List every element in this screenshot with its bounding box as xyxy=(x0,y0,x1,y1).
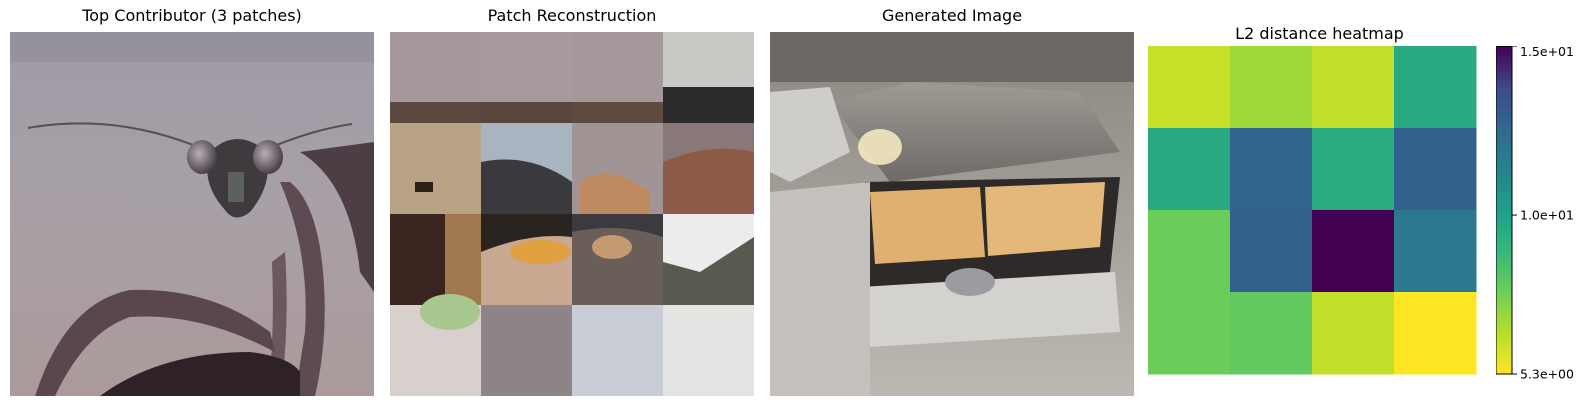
heatmap-cell-2-3 xyxy=(1394,210,1477,293)
heatmap-chart xyxy=(1148,46,1477,375)
heatmap-cell-1-3 xyxy=(1394,128,1477,211)
generated-image-title: Generated Image xyxy=(881,6,1023,25)
top-contributor-image xyxy=(10,32,374,396)
heatmap-cell-1-0 xyxy=(1148,128,1231,211)
heatmap-title: L2 distance heatmap xyxy=(1235,24,1404,43)
heatmap-cell-0-0 xyxy=(1148,46,1231,129)
mantis-photo xyxy=(10,32,374,396)
patch-reconstruction-image xyxy=(390,32,754,396)
heatmap-cell-2-0 xyxy=(1148,210,1231,293)
patch-mosaic xyxy=(390,32,754,396)
generated-image xyxy=(770,32,1134,396)
colorbar-tick-label: 1.0e+01 xyxy=(1520,208,1574,223)
top-contributor-title: Top Contributor (3 patches) xyxy=(82,6,302,25)
heatmap-cell-3-2 xyxy=(1312,292,1395,375)
heatmap-cell-2-2 xyxy=(1312,210,1395,293)
waffle-maker-photo xyxy=(770,32,1134,396)
heatmap-cell-0-3 xyxy=(1394,46,1477,129)
heatmap-cell-1-2 xyxy=(1312,128,1395,211)
colorbar: 1.5e+01 1.0e+01 5.3e+00 xyxy=(1496,46,1574,382)
heatmap-cell-1-1 xyxy=(1230,128,1313,211)
heatmap-cell-3-1 xyxy=(1230,292,1313,375)
heatmap-cell-3-0 xyxy=(1148,292,1231,375)
heatmap-cell-2-1 xyxy=(1230,210,1313,293)
heatmap-cell-0-1 xyxy=(1230,46,1313,129)
heatmap-cell-0-2 xyxy=(1312,46,1395,129)
colorbar-tick-label: 1.5e+01 xyxy=(1520,46,1574,59)
patch-reconstruction-title: Patch Reconstruction xyxy=(487,6,657,25)
colorbar-gradient xyxy=(1496,46,1513,375)
heatmap-cell-3-3 xyxy=(1394,292,1477,375)
colorbar-tick-label: 5.3e+00 xyxy=(1520,367,1574,382)
